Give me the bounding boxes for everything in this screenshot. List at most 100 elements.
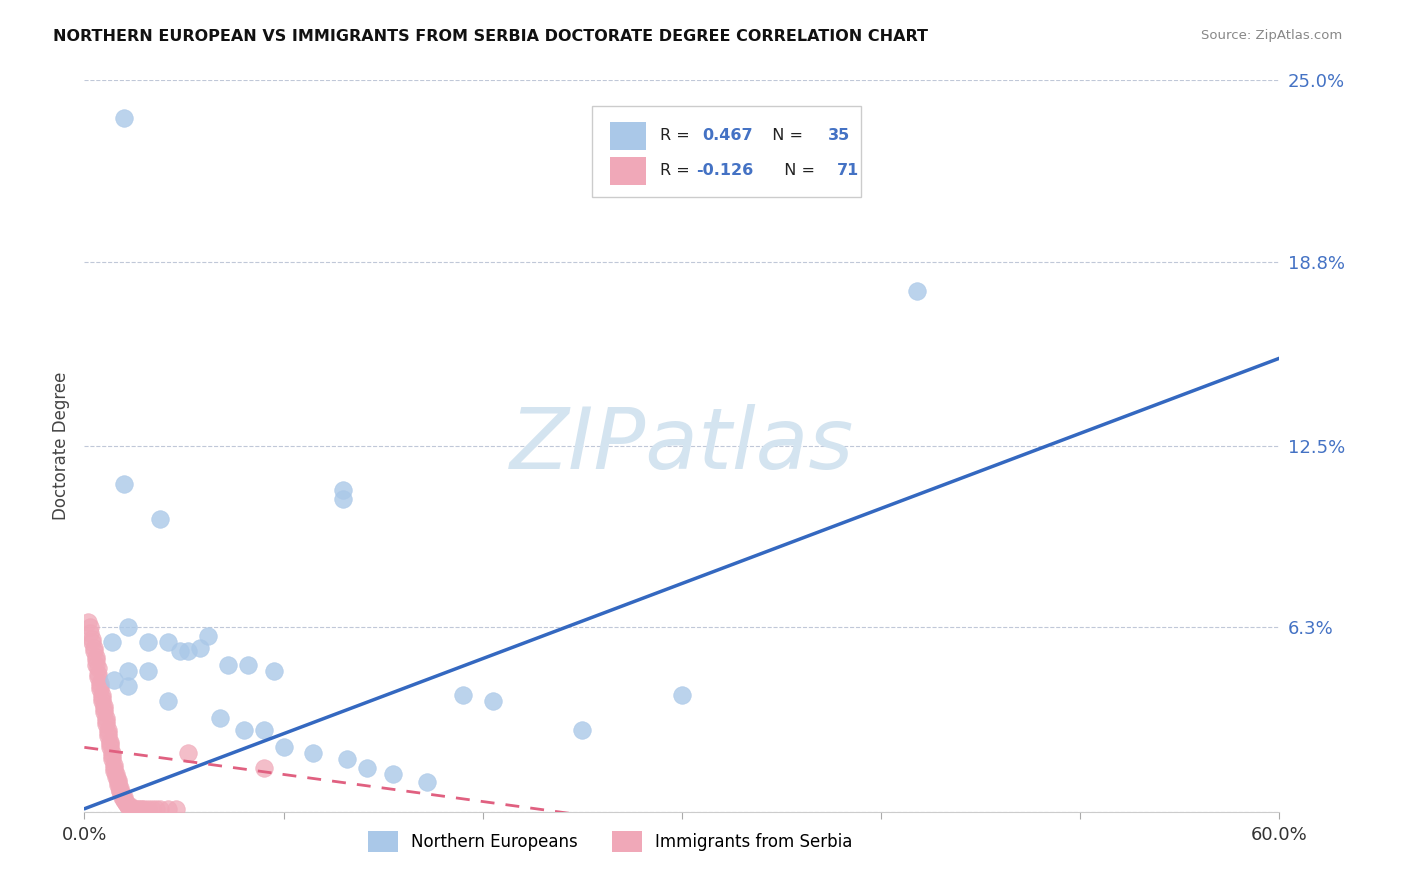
Point (117, 798, 139, 813)
Point (177, 746, 200, 760)
Point (120, 798, 142, 813)
Point (96, 714, 118, 728)
Point (107, 778, 129, 792)
Point (157, 693, 180, 707)
Point (236, 658, 259, 673)
Point (97, 725, 120, 739)
Point (111, 790, 134, 805)
Point (188, 640, 211, 655)
Point (121, 802, 143, 816)
Point (101, 635, 124, 649)
Y-axis label: Doctorate Degree: Doctorate Degree (52, 372, 70, 520)
Bar (610, 157, 647, 185)
Point (382, 766, 405, 780)
Point (87, 670, 110, 684)
Point (157, 802, 180, 816)
Point (87, 661, 110, 675)
Point (96, 717, 118, 731)
Point (103, 758, 125, 772)
Point (115, 796, 138, 810)
Point (149, 512, 172, 526)
Point (93, 705, 115, 719)
Text: Source: ZipAtlas.com: Source: ZipAtlas.com (1202, 29, 1343, 43)
Point (165, 802, 187, 816)
Point (332, 483, 354, 497)
Point (110, 784, 132, 798)
Point (77, 615, 100, 629)
Point (105, 770, 128, 784)
Point (253, 723, 276, 737)
Text: ZIPatlas: ZIPatlas (510, 404, 853, 488)
Point (79, 626, 101, 640)
Point (86, 658, 108, 673)
Point (86, 649, 108, 664)
Point (125, 802, 148, 816)
Point (336, 752, 359, 766)
Point (451, 688, 474, 702)
Point (89, 679, 111, 693)
Point (117, 798, 139, 813)
Point (97, 729, 120, 743)
Point (129, 802, 152, 816)
Point (89, 676, 111, 690)
Point (136, 635, 159, 649)
Point (91, 693, 114, 707)
Point (217, 658, 239, 673)
Point (263, 665, 285, 679)
Point (169, 644, 191, 658)
Point (82, 635, 104, 649)
Point (208, 711, 231, 725)
Point (93, 699, 115, 714)
Point (111, 787, 134, 801)
Point (93, 702, 115, 716)
Point (149, 802, 172, 816)
FancyBboxPatch shape (592, 106, 862, 197)
Point (82, 632, 104, 646)
Point (177, 644, 200, 658)
Text: NORTHERN EUROPEAN VS IMMIGRANTS FROM SERBIA DOCTORATE DEGREE CORRELATION CHART: NORTHERN EUROPEAN VS IMMIGRANTS FROM SER… (53, 29, 928, 45)
Point (136, 802, 159, 816)
Point (416, 775, 439, 789)
Point (253, 761, 276, 775)
Point (117, 679, 139, 693)
Point (97, 723, 120, 737)
Point (83, 640, 105, 655)
Point (105, 766, 128, 780)
Point (232, 723, 254, 737)
Point (98, 738, 121, 752)
Point (110, 781, 132, 796)
Point (302, 746, 325, 760)
Legend: Northern Europeans, Immigrants from Serbia: Northern Europeans, Immigrants from Serb… (361, 824, 859, 858)
Text: N =: N = (762, 128, 808, 144)
Text: 71: 71 (838, 163, 859, 178)
Point (98, 740, 121, 755)
Point (87, 667, 110, 681)
Point (117, 620, 139, 634)
Text: N =: N = (773, 163, 820, 178)
Point (356, 761, 378, 775)
Point (122, 802, 145, 816)
Bar (610, 122, 647, 150)
Point (127, 802, 149, 816)
Point (132, 802, 156, 816)
Point (141, 802, 163, 816)
Point (571, 723, 593, 737)
Point (145, 802, 167, 816)
Point (481, 693, 503, 707)
Point (98, 734, 121, 748)
Point (131, 802, 153, 816)
Point (103, 764, 125, 778)
Point (112, 790, 135, 805)
Point (332, 491, 354, 506)
Point (103, 673, 125, 687)
Point (112, 793, 135, 807)
Point (110, 784, 132, 798)
Point (671, 688, 693, 702)
Point (121, 802, 143, 816)
Point (83, 644, 105, 658)
Text: 0.467: 0.467 (702, 128, 752, 144)
Point (112, 477, 135, 491)
Point (79, 620, 101, 634)
Point (96, 711, 118, 725)
Point (273, 740, 295, 755)
